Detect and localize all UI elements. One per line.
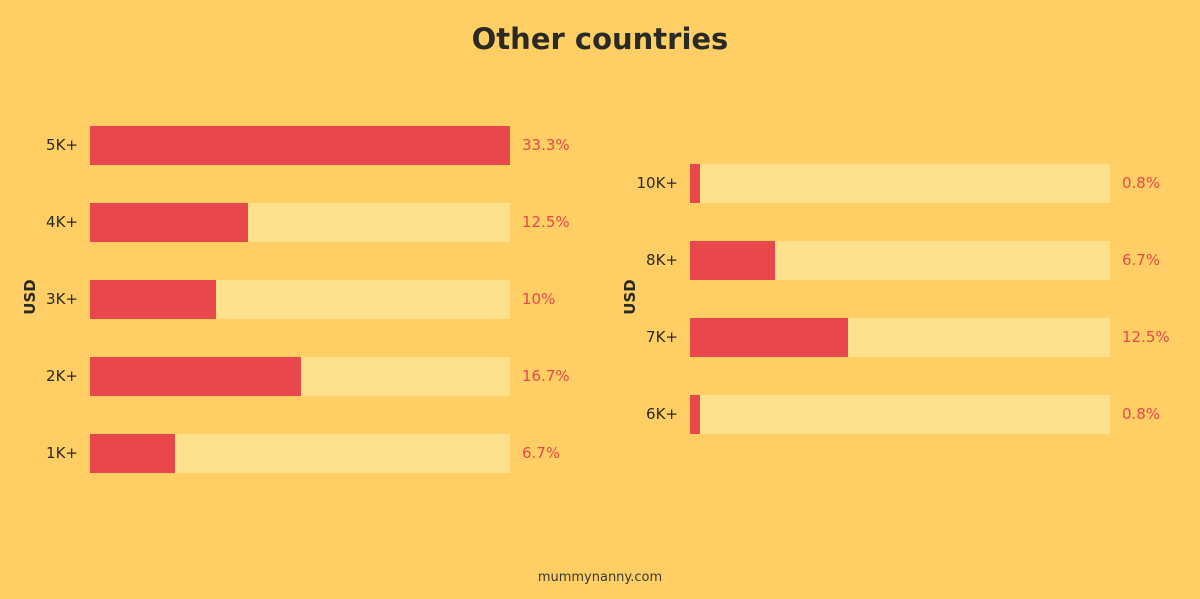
bar-row: 5K+ 33.3% (0, 126, 600, 165)
category-label: 10K+ (636, 174, 679, 192)
bar-row: 10K+ 0.8% (600, 164, 1200, 203)
bar-track (90, 126, 510, 165)
category-label: 5K+ (46, 136, 78, 154)
value-label: 10% (522, 290, 556, 308)
value-label: 6.7% (522, 444, 561, 462)
bar-row: 8K+ 6.7% (600, 241, 1200, 280)
value-label: 0.8% (1122, 405, 1161, 423)
bar-track (90, 434, 510, 473)
bar-track (90, 280, 510, 319)
category-label: 3K+ (46, 290, 78, 308)
value-label: 6.7% (1122, 251, 1161, 269)
bar (90, 126, 510, 165)
bar (690, 318, 848, 357)
category-label: 8K+ (646, 251, 678, 269)
category-label: 4K+ (46, 213, 78, 231)
bar (690, 395, 701, 434)
category-label: 6K+ (646, 405, 678, 423)
value-label: 0.8% (1122, 174, 1161, 192)
bar (90, 357, 301, 396)
category-label: 1K+ (46, 444, 78, 462)
bar (90, 203, 248, 242)
bar-chart-right: USD 10K+ 0.8% 8K+ 6.7% 7K+ 12.5% 6K+ 0.8% (600, 0, 1200, 520)
bar-row: 2K+ 16.7% (0, 357, 600, 396)
bar-row: 7K+ 12.5% (600, 318, 1200, 357)
value-label: 12.5% (522, 213, 570, 231)
footer-credit: mummynanny.com (537, 570, 663, 585)
bar (690, 241, 775, 280)
value-label: 12.5% (1122, 328, 1170, 346)
bar-chart-left: USD 5K+ 33.3% 4K+ 12.5% 3K+ 10% 2K+ 16.7% 1K+ 6.7… (0, 0, 600, 520)
bar-track (690, 241, 1110, 280)
bar (90, 280, 217, 319)
bar-track (690, 164, 1110, 203)
bar-track (690, 395, 1110, 434)
value-label: 33.3% (522, 136, 570, 154)
bar-row: 1K+ 6.7% (0, 434, 600, 473)
bar-row: 3K+ 10% (0, 280, 600, 319)
category-label: 7K+ (646, 328, 678, 346)
bar-row: 6K+ 0.8% (600, 395, 1200, 434)
bar-row: 4K+ 12.5% (0, 203, 600, 242)
bar-track (90, 203, 510, 242)
chart-title: Other countries (471, 22, 729, 56)
bar (90, 434, 175, 473)
bar-track (690, 318, 1110, 357)
bar (690, 164, 701, 203)
category-label: 2K+ (46, 367, 78, 385)
value-label: 16.7% (522, 367, 570, 385)
bar-track (90, 357, 510, 396)
